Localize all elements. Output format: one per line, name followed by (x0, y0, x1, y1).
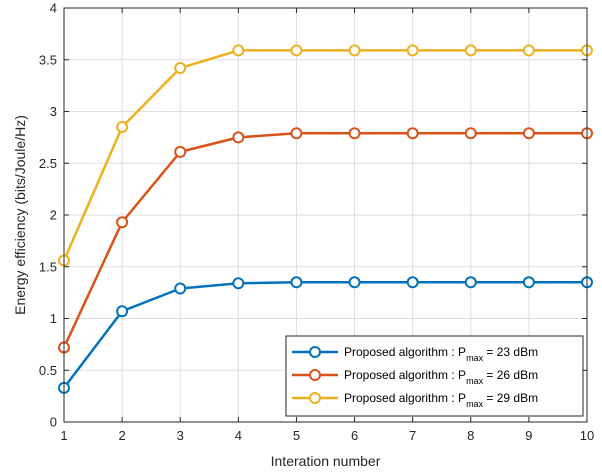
data-point (290, 44, 303, 57)
series-line (63, 281, 587, 389)
data-point (116, 121, 129, 134)
legend-marker (309, 392, 321, 404)
data-point (406, 276, 419, 289)
legend: Proposed algorithm : Pmax = 23 dBm Propos… (285, 335, 584, 417)
data-point (464, 276, 477, 289)
data-point (116, 305, 129, 318)
axis-ticks: 1 2 3 4 5 6 7 8 9 10 0 0.5 1 1.5 2 2.5 3 3.5 4 (39, 1, 594, 444)
y-tick-label: 2.5 (39, 156, 57, 171)
data-point (174, 145, 187, 158)
legend-label: Proposed algorithm : Pmax = 23 dBm (344, 345, 538, 363)
data-point (348, 44, 361, 57)
legend-entry: Proposed algorithm : Pmax = 29 dBm (292, 391, 538, 409)
data-point (290, 127, 303, 140)
legend-marker (309, 346, 321, 358)
data-point (406, 44, 419, 57)
legend-marker (309, 369, 321, 381)
data-point (348, 276, 361, 289)
data-point (232, 44, 245, 57)
y-tick-label: 2 (50, 208, 57, 223)
data-point (232, 277, 245, 290)
data-point (348, 127, 361, 140)
series-line (62, 49, 587, 262)
data-point (522, 127, 535, 140)
x-tick-label: 2 (118, 428, 125, 443)
y-tick-label: 3 (50, 104, 57, 119)
data-point (174, 62, 187, 75)
legend-label: Proposed algorithm : Pmax = 29 dBm (344, 391, 538, 409)
series-1 (58, 276, 593, 394)
y-tick-label: 4 (50, 1, 57, 16)
data-point (116, 216, 129, 229)
y-tick-label: 0.5 (39, 363, 57, 378)
data-point (232, 131, 245, 144)
y-tick-label: 1.5 (39, 259, 57, 274)
data-point (464, 127, 477, 140)
y-axis-title: Energy efficiency (bits/Joule/Hz) (12, 115, 28, 315)
y-tick-label: 3.5 (39, 52, 57, 67)
data-point (406, 127, 419, 140)
data-point (290, 276, 303, 289)
x-axis-title: Interation number (271, 453, 381, 469)
legend-entry: Proposed algorithm : Pmax = 23 dBm (292, 345, 538, 363)
series-line (62, 131, 587, 349)
x-tick-label: 6 (351, 428, 358, 443)
x-tick-label: 1 (60, 428, 67, 443)
x-tick-label: 9 (525, 428, 532, 443)
data-point (464, 44, 477, 57)
legend-entry: Proposed algorithm : Pmax = 26 dBm (292, 368, 538, 386)
x-tick-label: 5 (293, 428, 300, 443)
y-tick-label: 1 (50, 311, 57, 326)
x-tick-label: 4 (235, 428, 242, 443)
series-lines (58, 44, 593, 394)
data-point (174, 282, 187, 295)
data-point (522, 44, 535, 57)
x-tick-label: 8 (467, 428, 474, 443)
y-tick-label: 0 (50, 415, 57, 430)
data-point (522, 276, 535, 289)
x-tick-label: 3 (177, 428, 184, 443)
x-tick-label: 7 (409, 428, 416, 443)
x-tick-label: 10 (580, 428, 594, 443)
legend-label: Proposed algorithm : Pmax = 26 dBm (344, 368, 538, 386)
